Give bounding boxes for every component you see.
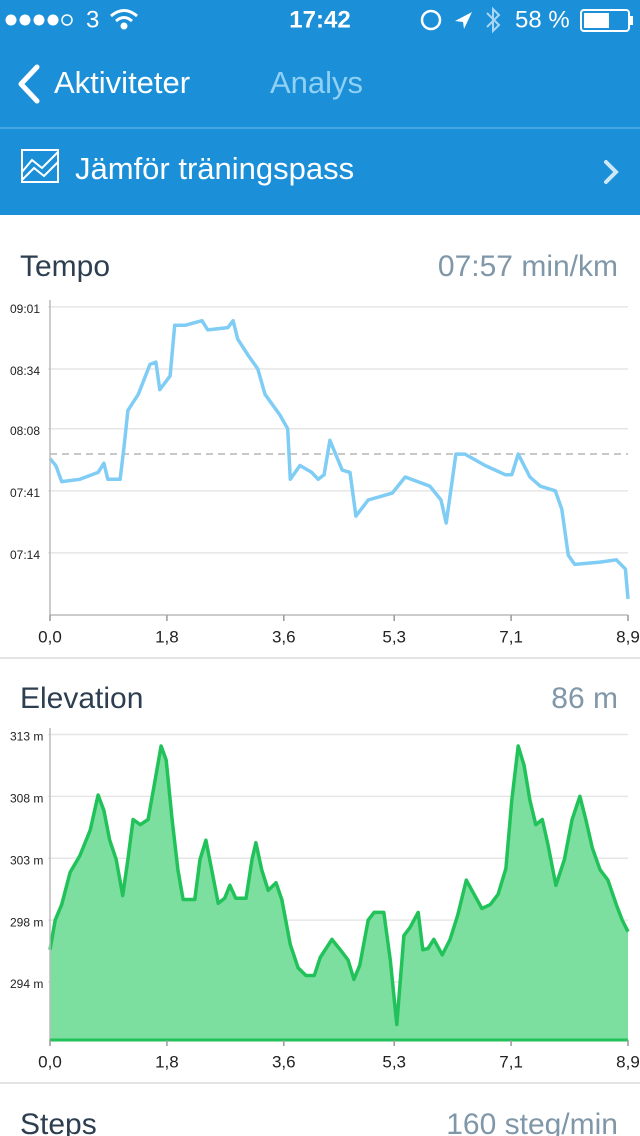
x-tick-label: 5,3	[382, 1052, 406, 1071]
compare-row[interactable]: Jämför träningspass	[21, 149, 619, 186]
chart-summary: 07:57 min/km	[438, 250, 618, 283]
x-tick-label: 1,8	[155, 627, 179, 646]
chart-title: Elevation	[20, 682, 143, 715]
y-tick-label: 08:08	[10, 424, 40, 438]
x-tick-label: 0,0	[38, 1052, 62, 1071]
clock: 17:42	[289, 6, 350, 33]
lock-icon	[420, 9, 442, 31]
compare-icon	[21, 149, 59, 183]
location-icon	[455, 12, 472, 29]
chart-title: Tempo	[20, 250, 110, 283]
x-tick-label: 8,9	[616, 627, 640, 646]
x-tick-label: 3,6	[272, 627, 296, 646]
x-tick-label: 3,6	[272, 1052, 296, 1071]
wifi-icon	[110, 9, 138, 30]
compare-chevron	[604, 160, 619, 184]
battery-icon	[580, 9, 633, 32]
x-tick-label: 0,0	[38, 627, 62, 646]
y-tick-label: 303 m	[10, 853, 43, 867]
chart-summary: 86 m	[551, 682, 618, 715]
y-tick-label: 07:41	[10, 486, 40, 500]
section-title: Steps	[20, 1108, 97, 1136]
back-chevron	[18, 64, 40, 104]
bluetooth-icon	[486, 6, 501, 34]
x-tick-label: 7,1	[499, 1052, 523, 1071]
header-bg	[0, 0, 640, 215]
y-tick-label: 09:01	[10, 302, 40, 316]
x-tick-label: 1,8	[155, 1052, 179, 1071]
compare-label[interactable]: Jämför träningspass	[75, 151, 354, 186]
tempo-line	[48, 318, 630, 600]
y-tick-label: 313 m	[10, 730, 43, 744]
x-tick-label: 5,3	[382, 627, 406, 646]
elevation-line	[48, 744, 630, 1027]
x-tick-label: 7,1	[499, 627, 523, 646]
y-tick-label: 294 m	[10, 977, 43, 991]
nav-title: Analys	[270, 65, 363, 100]
y-tick-label: 07:14	[10, 548, 40, 562]
section-summary: 160 steg/min	[446, 1108, 618, 1136]
y-tick-label: 298 m	[10, 915, 43, 929]
back-label[interactable]: Aktiviteter	[54, 65, 190, 100]
elevation-area	[50, 746, 628, 1040]
battery-text: 58 %	[515, 6, 570, 33]
signal	[5, 14, 73, 26]
y-tick-label: 08:34	[10, 364, 40, 378]
x-tick-label: 8,9	[616, 1052, 640, 1071]
back-button[interactable]: Aktiviteter	[18, 64, 190, 104]
carrier: 3	[86, 6, 99, 33]
y-tick-label: 308 m	[10, 792, 43, 806]
